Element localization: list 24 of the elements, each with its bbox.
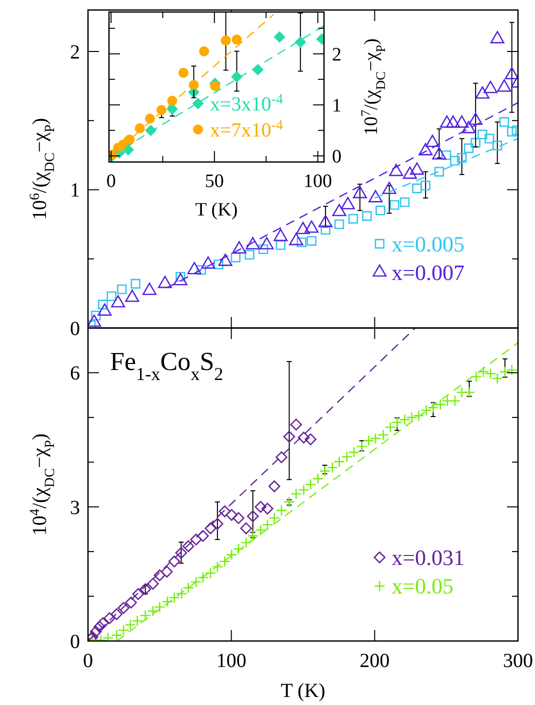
x-axis-title: T (K)	[195, 200, 238, 220]
legend-label: x=0.05	[392, 574, 454, 599]
y-tick-label: 1	[332, 96, 342, 117]
x-tick-label: 50	[204, 171, 224, 192]
legend-label: x=3x10$^{-4}$	[210, 92, 283, 116]
y-tick-label: 1	[70, 180, 80, 202]
x-tick-label: 100	[304, 171, 332, 192]
x-tick-label: 0	[106, 171, 116, 192]
x-tick-label: 300	[503, 650, 533, 672]
y-tick-label: 2	[332, 44, 342, 66]
legend-label: x=0.007	[392, 260, 465, 286]
x-tick-label: 100	[216, 650, 246, 672]
y-tick-label: 0	[70, 631, 80, 653]
legend-label: x=0.005	[392, 231, 465, 256]
x-axis-title: T (K)	[280, 680, 326, 702]
y-tick-label: 0	[70, 318, 80, 340]
legend-label: x=0.031	[392, 545, 465, 570]
y-tick-label: 0	[332, 146, 342, 168]
text: Fe$_{1-x}$Co$_{x}$S$_{2}$	[110, 347, 224, 384]
legend-label: x=7x10$^{-4}$	[210, 118, 283, 142]
x-tick-label: 200	[360, 650, 390, 672]
y-tick-label: 3	[70, 496, 80, 519]
y-tick-label: 2	[70, 41, 80, 64]
y-tick-label: 6	[70, 362, 80, 385]
